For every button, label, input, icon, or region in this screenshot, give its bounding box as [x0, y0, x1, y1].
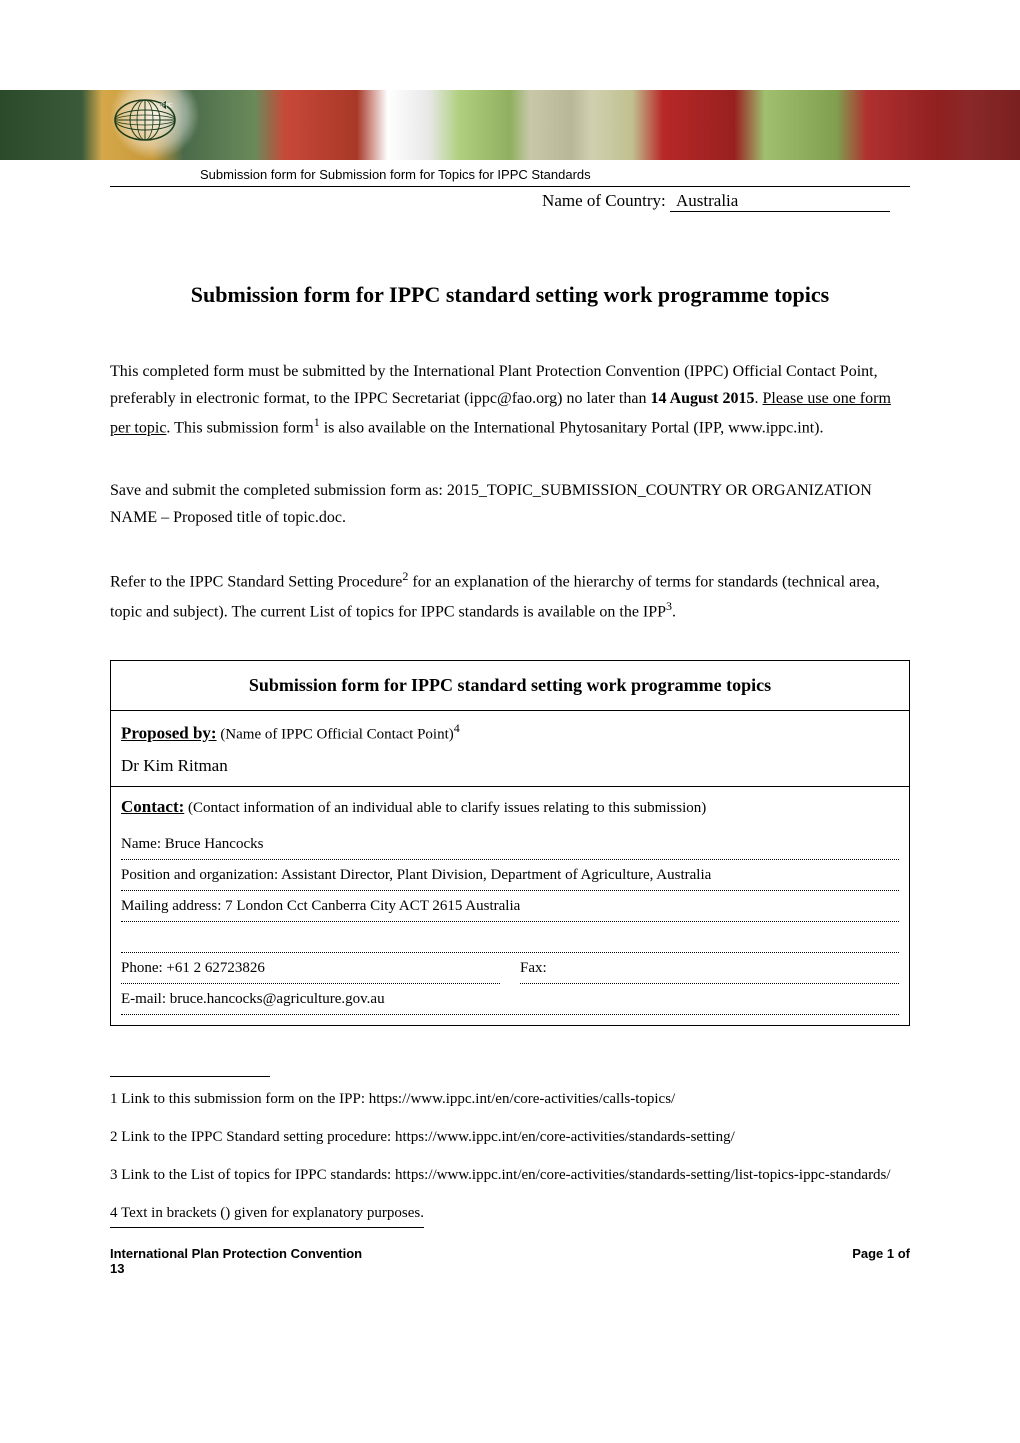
header-banner: IPPC [0, 90, 1020, 160]
footer-left: International Plan Protection Convention [110, 1246, 362, 1261]
footnote-1: 1 Link to this submission form on the IP… [110, 1087, 910, 1111]
contact-position-line: Position and organization: Assistant Dir… [121, 860, 899, 891]
contact-email-value: bruce.hancocks@agriculture.gov.au [170, 991, 385, 1007]
proposed-by-hint: (Name of IPPC Official Contact Point) [217, 727, 454, 743]
ippc-logo: IPPC [110, 95, 180, 145]
contact-phone-value: +61 2 62723826 [166, 960, 264, 976]
header-subtitle: Submission form for Submission form for … [200, 167, 591, 182]
svg-text:IPPC: IPPC [161, 103, 173, 109]
page-title: Submission form for IPPC standard settin… [110, 282, 910, 308]
contact-email-line: E-mail: bruce.hancocks@agriculture.gov.a… [121, 984, 899, 1015]
refer-text-3: . [672, 603, 676, 620]
page-footer: International Plan Protection Convention… [0, 1242, 1020, 1306]
proposed-by-sup: 4 [454, 721, 460, 735]
contact-name-line: Name: Bruce Hancocks [121, 829, 899, 860]
footer-right: Page 1 of [852, 1246, 910, 1276]
footnote-2: 2 Link to the IPPC Standard setting proc… [110, 1125, 910, 1149]
country-value: Australia [676, 191, 738, 210]
refer-text-1: Refer to the IPPC Standard Setting Proce… [110, 574, 402, 591]
submission-form-table: Submission form for IPPC standard settin… [110, 660, 910, 1025]
proposed-by-value: Dr Kim Ritman [121, 756, 899, 776]
contact-mailing-label: Mailing address: [121, 898, 225, 914]
intro-text-2b: . This submission form [166, 420, 313, 437]
contact-position-label: Position and organization: [121, 867, 281, 883]
footnotes: 1 Link to this submission form on the IP… [0, 1077, 1020, 1242]
contact-fax-line: Fax: [520, 953, 899, 984]
contact-mailing-line-2 [121, 922, 899, 953]
intro-text-2a: . [755, 390, 763, 407]
contact-mailing-value: 7 London Cct Canberra City ACT 2615 Aust… [225, 898, 520, 914]
contact-label: Contact: [121, 797, 184, 816]
saveas-paragraph: Save and submit the completed submission… [110, 477, 910, 531]
contact-hint: (Contact information of an individual ab… [184, 800, 706, 816]
intro-paragraph: This completed form must be submitted by… [110, 358, 910, 442]
footnote-4: 4 Text in brackets () given for explanat… [110, 1201, 424, 1228]
contact-phone-label: Phone: [121, 960, 166, 976]
country-label: Name of Country: [542, 191, 666, 210]
footnote-3: 3 Link to the List of topics for IPPC st… [110, 1163, 910, 1187]
contact-fax-label: Fax: [520, 960, 547, 976]
header-subtitle-row: Submission form for Submission form for … [110, 166, 910, 187]
contact-name-label: Name: [121, 836, 165, 852]
contact-cell: Contact: (Contact information of an indi… [111, 786, 910, 1025]
refer-paragraph: Refer to the IPPC Standard Setting Proce… [110, 566, 910, 625]
contact-phone-line: Phone: +61 2 62723826 [121, 953, 500, 984]
proposed-by-cell: Proposed by: (Name of IPPC Official Cont… [111, 711, 910, 786]
footer-page-total: 13 [110, 1261, 124, 1276]
form-header: Submission form for IPPC standard settin… [111, 661, 910, 711]
intro-deadline: 14 August 2015 [650, 390, 754, 407]
proposed-by-label: Proposed by: [121, 724, 217, 743]
contact-position-value: Assistant Director, Plant Division, Depa… [281, 867, 711, 883]
contact-mailing-line: Mailing address: 7 London Cct Canberra C… [121, 891, 899, 922]
contact-name-value: Bruce Hancocks [165, 836, 264, 852]
contact-email-label: E-mail: [121, 991, 170, 1007]
country-row: Name of Country: Australia [0, 191, 910, 212]
intro-text-3: is also available on the International P… [320, 420, 824, 437]
